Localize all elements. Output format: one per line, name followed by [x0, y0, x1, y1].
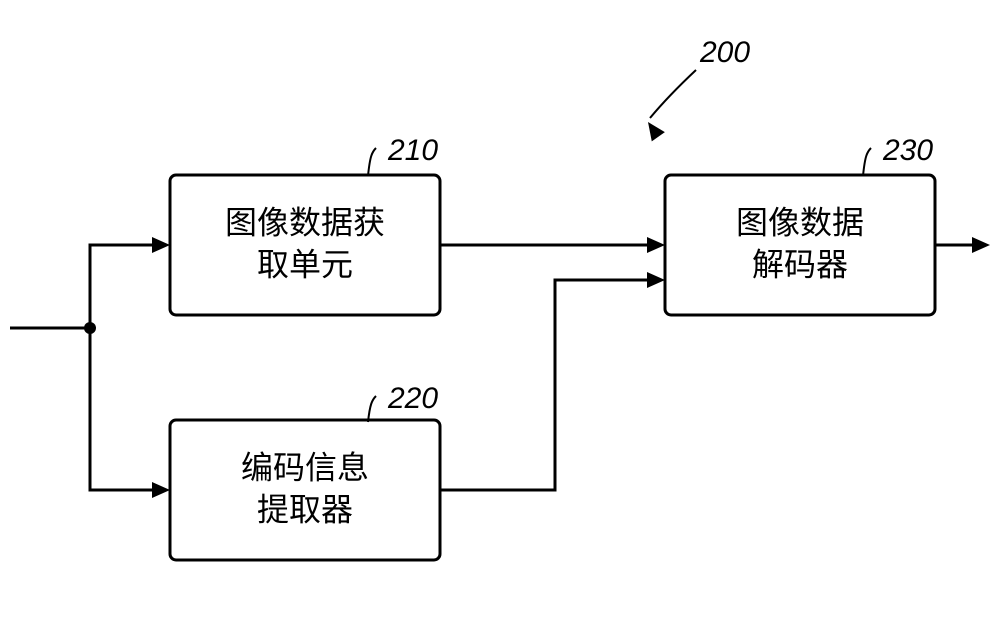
- to-b220: [90, 328, 159, 490]
- overall-arrow: [650, 70, 696, 118]
- block-b230-line2: 解码器: [752, 246, 848, 282]
- block-b210-line1: 图像数据获: [225, 204, 385, 240]
- overall-label: 200: [699, 36, 750, 69]
- leader-b230: [863, 148, 871, 176]
- block-b230: [665, 175, 935, 315]
- block-b220: [170, 420, 440, 560]
- label-b220: 220: [387, 382, 438, 415]
- leader-b220: [368, 396, 376, 422]
- leader-b210: [368, 148, 376, 176]
- block-b210: [170, 175, 440, 315]
- label-b230: 230: [882, 134, 933, 167]
- to-b210: [90, 245, 159, 328]
- b220-to-b230: [440, 280, 654, 490]
- block-b220-line1: 编码信息: [241, 449, 369, 485]
- block-b210-line2: 取单元: [257, 246, 353, 282]
- block-b230-line1: 图像数据: [736, 204, 864, 240]
- block-diagram: 图像数据获取单元 210 编码信息提取器 220 图像数据解码器 230 200: [0, 0, 1000, 631]
- label-b210: 210: [387, 134, 438, 167]
- block-b220-line2: 提取器: [257, 491, 353, 527]
